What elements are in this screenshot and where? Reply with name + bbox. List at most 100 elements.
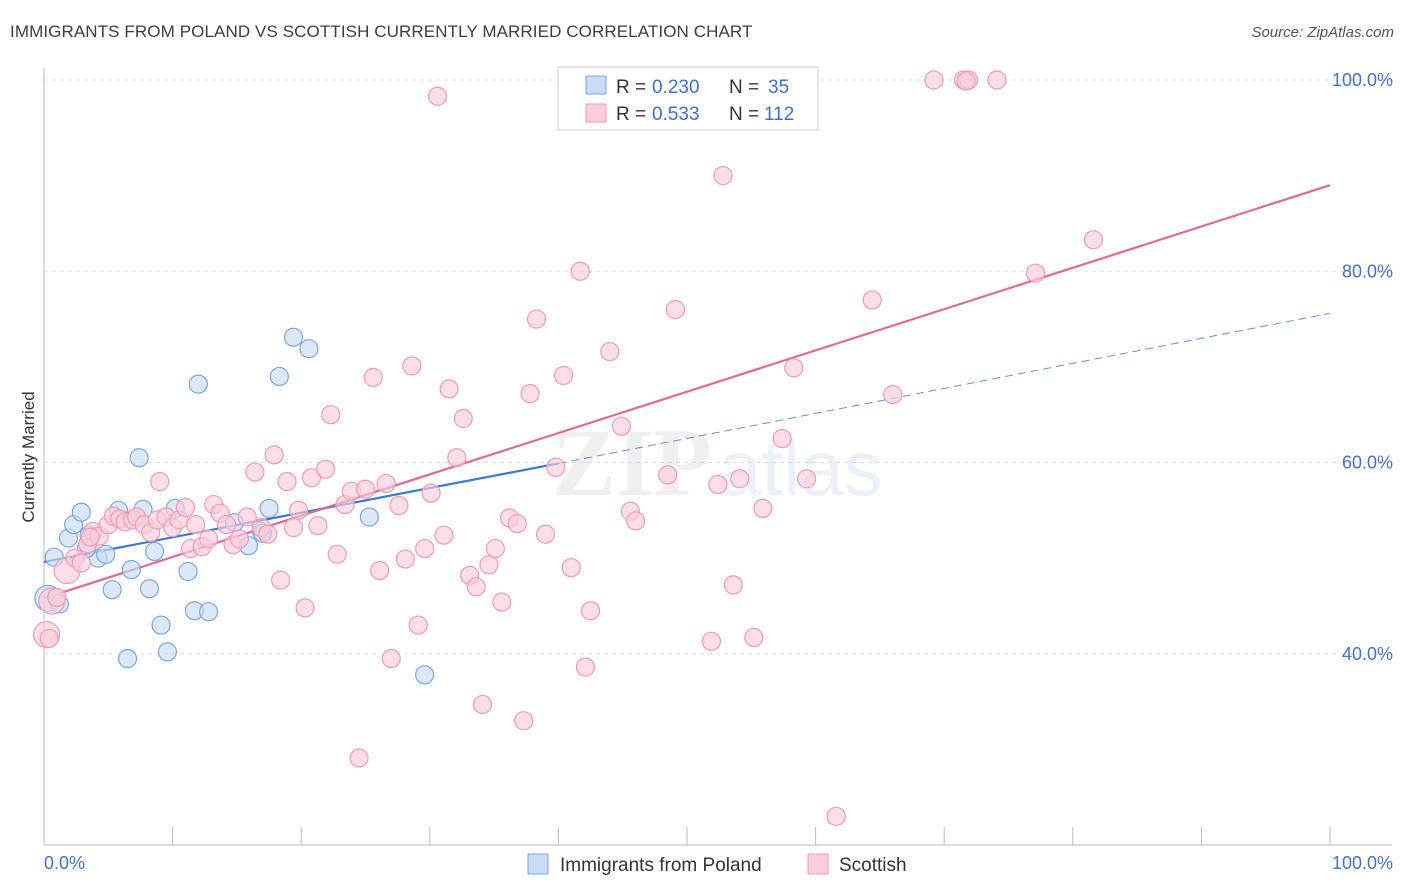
data-points [32, 70, 1103, 826]
scottish-point-54 [381, 648, 401, 669]
scottish-point-5 [71, 553, 91, 573]
scottish-point-75 [520, 384, 540, 404]
legend-r-value-scottish: 0.533 [652, 104, 700, 125]
scottish-point-63 [439, 379, 459, 399]
legend-r-value-poland: 0.230 [652, 77, 700, 98]
watermark-zip: ZIP [552, 409, 712, 516]
scottish-point-68 [472, 694, 493, 715]
scottish-point-84 [600, 341, 620, 362]
x-tick-labels: 0.0% 100.0% [44, 853, 1393, 873]
scottish-point-18 [150, 472, 170, 492]
legend-n-value-scottish: 112 [764, 104, 794, 125]
poland-point-13 [129, 448, 149, 468]
poland-point-15 [139, 579, 160, 599]
scottish-point-93 [723, 575, 743, 595]
bottom-legend-label-scottish: Scottish [839, 855, 907, 876]
watermark: ZIP atlas [552, 409, 883, 516]
scottish-point-80 [561, 558, 581, 578]
poland-point-30 [299, 339, 319, 359]
scottish-point-22 [175, 497, 196, 518]
scottish-point-52 [370, 560, 390, 581]
scottish-point-110 [39, 628, 59, 649]
poland-point-16 [144, 541, 165, 562]
scottish-point-71 [492, 592, 512, 612]
scottish-point-82 [575, 657, 596, 677]
chart-source: Source: ZipAtlas.com [1251, 24, 1394, 41]
chart-title: IMMIGRANTS FROM POLAND VS SCOTTISH CURRE… [10, 22, 753, 41]
scottish-point-99 [796, 469, 817, 489]
poland-point-11 [117, 648, 138, 669]
scottish-point-46 [327, 544, 347, 564]
scottish-point-37 [271, 570, 291, 590]
scottish-point-51 [363, 367, 383, 387]
y-tick-labels: 40.0% 60.0% 80.0% 100.0% [1332, 70, 1393, 664]
scottish-point-65 [453, 408, 473, 429]
scottish-point-58 [408, 615, 428, 635]
scottish-point-89 [665, 299, 686, 320]
scottish-point-101 [862, 290, 882, 310]
scottish-point-76 [526, 309, 547, 329]
legend-n-value-poland: 35 [768, 77, 789, 98]
poland-point-23 [199, 602, 219, 622]
scottish-point-88 [658, 465, 678, 485]
scottish-point-26 [199, 529, 219, 549]
scottish-point-31 [229, 529, 250, 549]
scottish-point-45 [321, 405, 341, 425]
y-tick-label: 40.0% [1342, 644, 1393, 664]
scottish-point-41 [295, 598, 315, 618]
x-tick-label: 100.0% [1332, 853, 1393, 873]
poland-point-22 [188, 374, 208, 394]
scottish-point-33 [245, 462, 265, 482]
axes [43, 68, 1392, 846]
scottish-point-67 [466, 577, 486, 597]
poland-point-31 [359, 507, 379, 527]
poland-point-9 [102, 580, 122, 600]
scottish-point-74 [514, 711, 534, 731]
scottish-point-102 [883, 385, 903, 405]
stats-legend: R = 0.230 N = 35 R = 0.533 N = 112 [557, 66, 819, 131]
bottom-legend-swatch-scottish [807, 853, 829, 875]
x-tick-label: 0.0% [44, 853, 85, 873]
poland-point-5 [71, 502, 91, 522]
scottish-point-106 [987, 70, 1007, 90]
scottish-point-81 [570, 261, 590, 281]
legend-n-label-poland: N = [729, 77, 759, 98]
watermark-atlas: atlas [718, 424, 883, 512]
legend-swatch-poland [585, 75, 607, 95]
scottish-point-39 [283, 517, 304, 538]
scottish-point-69 [479, 555, 499, 575]
poland-point-28 [269, 366, 289, 387]
bottom-legend-swatch-poland [527, 853, 549, 875]
scottish-point-35 [258, 524, 278, 544]
y-tick-label: 100.0% [1332, 70, 1393, 90]
scottish-point-108 [1083, 230, 1103, 250]
scottish-point-59 [415, 538, 435, 559]
poland-point-32 [415, 665, 435, 685]
scottish-point-92 [713, 166, 733, 186]
y-tick-label: 60.0% [1342, 453, 1393, 473]
legend-r-label-poland: R = [616, 77, 646, 98]
scottish-point-40 [289, 500, 309, 520]
scottish-point-87 [625, 511, 646, 531]
scottish-point-57 [402, 356, 422, 376]
scottish-point-50 [355, 479, 376, 499]
bottom-legend-label-poland: Immigrants from Poland [560, 855, 762, 876]
scottish-point-42 [301, 468, 322, 488]
series-legend: Immigrants from Poland Scottish [527, 853, 907, 876]
scottish-point-100 [826, 806, 846, 826]
scottish-point-98 [784, 358, 804, 378]
scottish-point-61 [427, 86, 448, 106]
poland-point-29 [283, 327, 304, 347]
scottish-point-36 [264, 445, 284, 465]
grid-lines [44, 79, 1392, 655]
scottish-point-55 [389, 495, 409, 516]
scottish-point-94 [730, 469, 750, 489]
scottish-point-96 [753, 498, 773, 518]
poland-point-8 [96, 544, 116, 564]
legend-swatch-scottish [585, 103, 607, 123]
poland-point-18 [157, 642, 178, 662]
scottish-point-91 [708, 474, 728, 495]
scottish-point-29 [217, 515, 237, 535]
scottish-point-24 [186, 515, 206, 535]
